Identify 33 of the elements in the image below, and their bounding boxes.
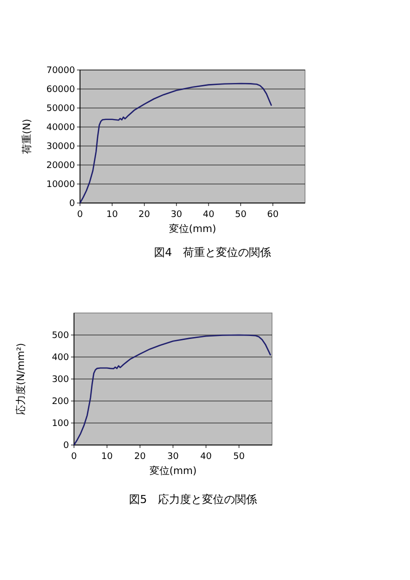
y-tick-label: 500 [52, 331, 70, 341]
x-tick-label: 0 [77, 210, 84, 220]
y-tick-label: 400 [52, 353, 70, 363]
y-tick-label: 200 [52, 397, 70, 407]
x-axis-title: 変位(mm) [168, 223, 216, 235]
x-tick-label: 50 [233, 452, 245, 462]
text: 図4 荷重と変位の関係 [154, 246, 271, 259]
text: 図5 応力度と変位の関係 [129, 493, 257, 506]
y-tick-label: 70000 [46, 66, 76, 76]
y-tick-label: 0 [69, 199, 76, 209]
y-tick-label: 300 [52, 375, 70, 385]
y-tick-label: 10000 [46, 180, 76, 190]
y-tick-label: 100 [52, 419, 70, 429]
y-axis-title: 応力度(N/mm²) [15, 342, 27, 416]
x-tick-label: 20 [134, 452, 146, 462]
x-tick-label: 40 [200, 452, 212, 462]
y-tick-label: 40000 [46, 123, 76, 133]
x-tick-label: 30 [170, 210, 182, 220]
line-series [79, 82, 272, 204]
x-tick-label: 30 [167, 452, 179, 462]
x-tick-label: 20 [138, 210, 150, 220]
y-tick-label: 60000 [46, 85, 76, 95]
x-tick-label: 10 [106, 210, 118, 220]
y-tick-label: 20000 [46, 161, 76, 171]
y-tick-label: 50000 [46, 104, 76, 114]
x-tick-label: 50 [234, 210, 247, 220]
x-axis-title: 変位(mm) [149, 465, 197, 477]
x-tick-label: 10 [101, 452, 113, 462]
x-tick-label: 60 [267, 210, 279, 220]
y-axis-title: 荷重(N) [21, 118, 33, 154]
y-tick-label: 0 [63, 441, 70, 451]
x-tick-label: 40 [202, 210, 215, 220]
y-tick-label: 30000 [46, 142, 76, 152]
